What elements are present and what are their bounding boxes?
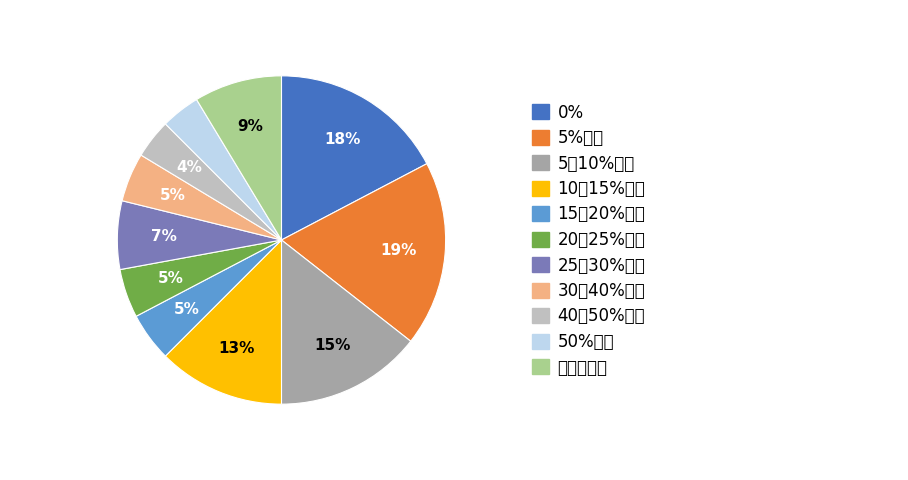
Wedge shape [136,240,281,356]
Wedge shape [281,76,427,240]
Text: 7%: 7% [151,229,177,244]
Wedge shape [165,99,281,240]
Text: 19%: 19% [380,243,417,258]
Wedge shape [141,124,281,240]
Text: 5%: 5% [157,271,183,286]
Legend: 0%, 5%未満, 5～10%未満, 10～15%未満, 15～20%未満, 20～25%未満, 25～30%未満, 30～40%未満, 40～50%未満, 5: 0%, 5%未満, 5～10%未満, 10～15%未満, 15～20%未満, 2… [528,98,650,382]
Text: 5%: 5% [160,188,186,203]
Text: 5%: 5% [174,302,200,317]
Wedge shape [281,240,410,404]
Text: 9%: 9% [237,120,262,134]
Wedge shape [281,164,446,341]
Wedge shape [165,240,281,404]
Text: 13%: 13% [218,341,255,356]
Wedge shape [117,201,281,270]
Wedge shape [196,76,281,240]
Text: 18%: 18% [324,132,360,147]
Wedge shape [120,240,281,316]
Text: 4%: 4% [176,160,202,175]
Wedge shape [122,155,281,240]
Text: 15%: 15% [315,338,351,353]
